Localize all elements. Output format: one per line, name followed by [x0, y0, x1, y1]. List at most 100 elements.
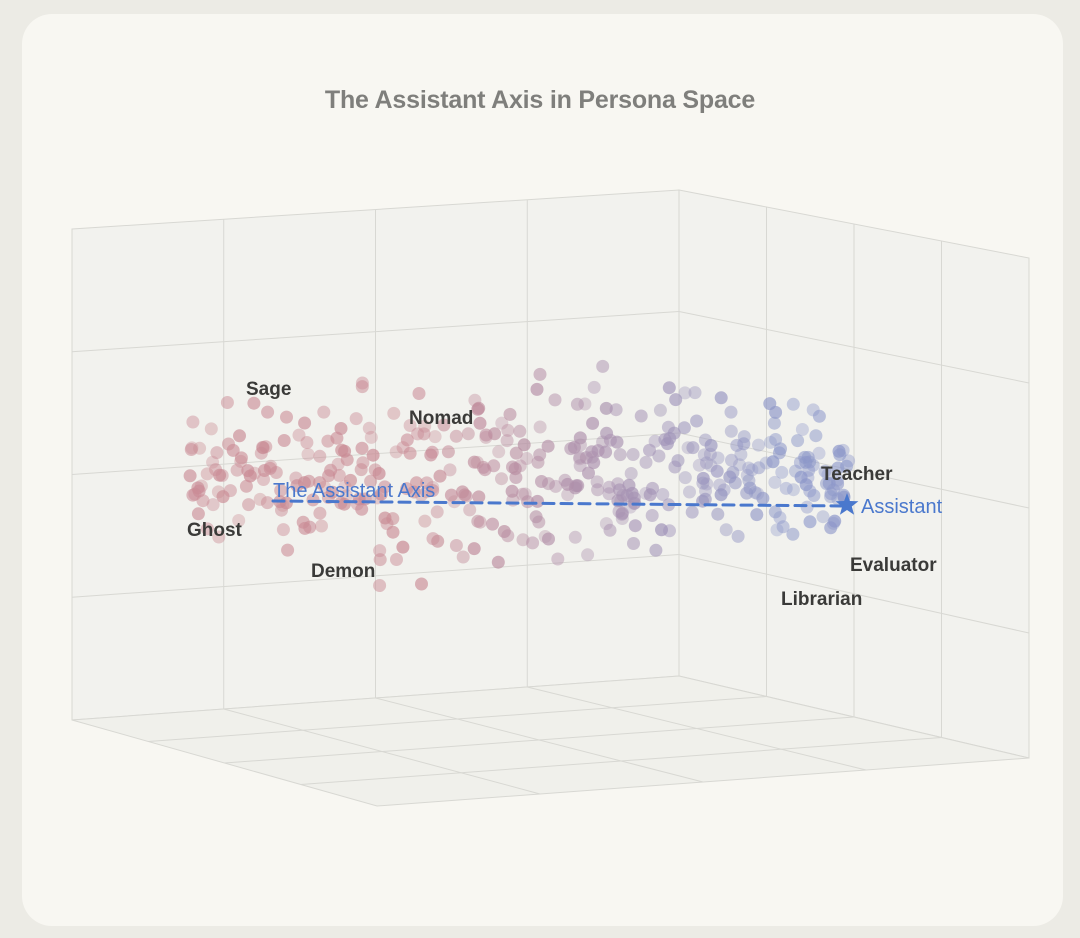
persona-label-evaluator: Evaluator: [850, 555, 937, 576]
role-point: [232, 514, 246, 527]
role-point: [568, 530, 582, 544]
role-point: [449, 429, 463, 443]
role-point: [259, 440, 273, 454]
role-point: [473, 416, 487, 430]
role-point: [615, 507, 629, 521]
role-point: [417, 427, 431, 441]
role-point: [740, 468, 754, 482]
role-point: [768, 475, 782, 489]
role-point: [486, 517, 499, 531]
role-point: [364, 430, 378, 444]
role-point: [626, 448, 640, 461]
role-point: [374, 487, 388, 501]
role-point: [752, 461, 766, 475]
role-point: [513, 424, 527, 438]
role-point: [261, 405, 275, 419]
role-point: [542, 532, 555, 546]
role-point: [478, 463, 492, 477]
role-point: [724, 424, 738, 438]
back-wall-gridline: [71, 554, 680, 598]
role-point: [824, 521, 838, 535]
assistant-star-icon[interactable]: [835, 493, 859, 515]
role-point: [396, 540, 410, 554]
role-point: [315, 519, 328, 533]
role-point: [692, 458, 706, 472]
role-point: [334, 496, 348, 510]
role-point: [655, 523, 668, 537]
role-point: [591, 444, 605, 458]
role-point: [505, 484, 519, 498]
role-point: [561, 477, 575, 491]
role-point: [193, 441, 207, 455]
role-point: [495, 472, 508, 486]
role-point: [770, 523, 784, 537]
role-point: [313, 506, 327, 520]
role-point: [390, 553, 403, 566]
role-point: [599, 401, 613, 415]
role-point: [200, 467, 214, 481]
role-point: [321, 434, 335, 448]
role-point: [373, 544, 387, 558]
role-point: [495, 416, 509, 430]
role-point: [191, 507, 205, 521]
role-point: [420, 485, 434, 499]
role-point: [772, 446, 786, 460]
role-point: [326, 485, 339, 499]
role-point: [627, 537, 640, 550]
role-point: [786, 483, 800, 497]
role-point: [690, 414, 704, 428]
role-point: [775, 465, 789, 479]
role-point: [186, 415, 200, 429]
role-point: [210, 446, 224, 460]
role-point: [517, 438, 531, 452]
role-point: [463, 503, 477, 517]
role-point: [260, 496, 274, 510]
role-point: [472, 490, 486, 504]
role-point: [573, 459, 587, 473]
role-point: [355, 441, 369, 455]
role-point: [750, 508, 764, 522]
role-point: [737, 430, 751, 444]
role-point: [698, 433, 712, 447]
role-point: [322, 469, 336, 483]
role-point: [479, 430, 493, 444]
role-point: [586, 416, 600, 430]
role-point: [678, 471, 692, 485]
persona-label-ghost: Ghost: [187, 520, 243, 541]
role-point: [533, 448, 547, 462]
role-point: [840, 459, 854, 473]
role-point: [247, 396, 261, 410]
role-point: [425, 445, 439, 459]
role-point: [389, 445, 403, 459]
role-point: [467, 455, 481, 469]
role-point: [506, 493, 520, 507]
role-point: [548, 393, 562, 407]
role-point: [366, 448, 380, 462]
role-point: [646, 481, 659, 495]
role-point: [571, 479, 585, 493]
role-point: [277, 434, 291, 447]
role-point: [603, 523, 617, 537]
role-point: [503, 407, 517, 421]
role-point: [400, 482, 414, 496]
role-point: [458, 488, 472, 502]
role-point: [719, 523, 733, 537]
role-point: [184, 443, 198, 456]
role-point: [768, 505, 782, 519]
role-point: [767, 416, 781, 430]
role-point: [724, 405, 738, 419]
role-point: [731, 529, 745, 543]
role-point: [710, 464, 724, 478]
role-point: [430, 505, 444, 519]
role-point: [317, 405, 331, 419]
role-point: [292, 428, 306, 442]
role-point: [533, 367, 547, 381]
role-point: [713, 478, 727, 492]
role-point: [639, 455, 653, 469]
role-point: [491, 555, 505, 569]
persona-label-teacher: Teacher: [821, 464, 893, 485]
role-point: [521, 495, 535, 509]
role-point: [831, 477, 845, 491]
role-point: [836, 443, 850, 457]
role-point: [763, 435, 777, 449]
